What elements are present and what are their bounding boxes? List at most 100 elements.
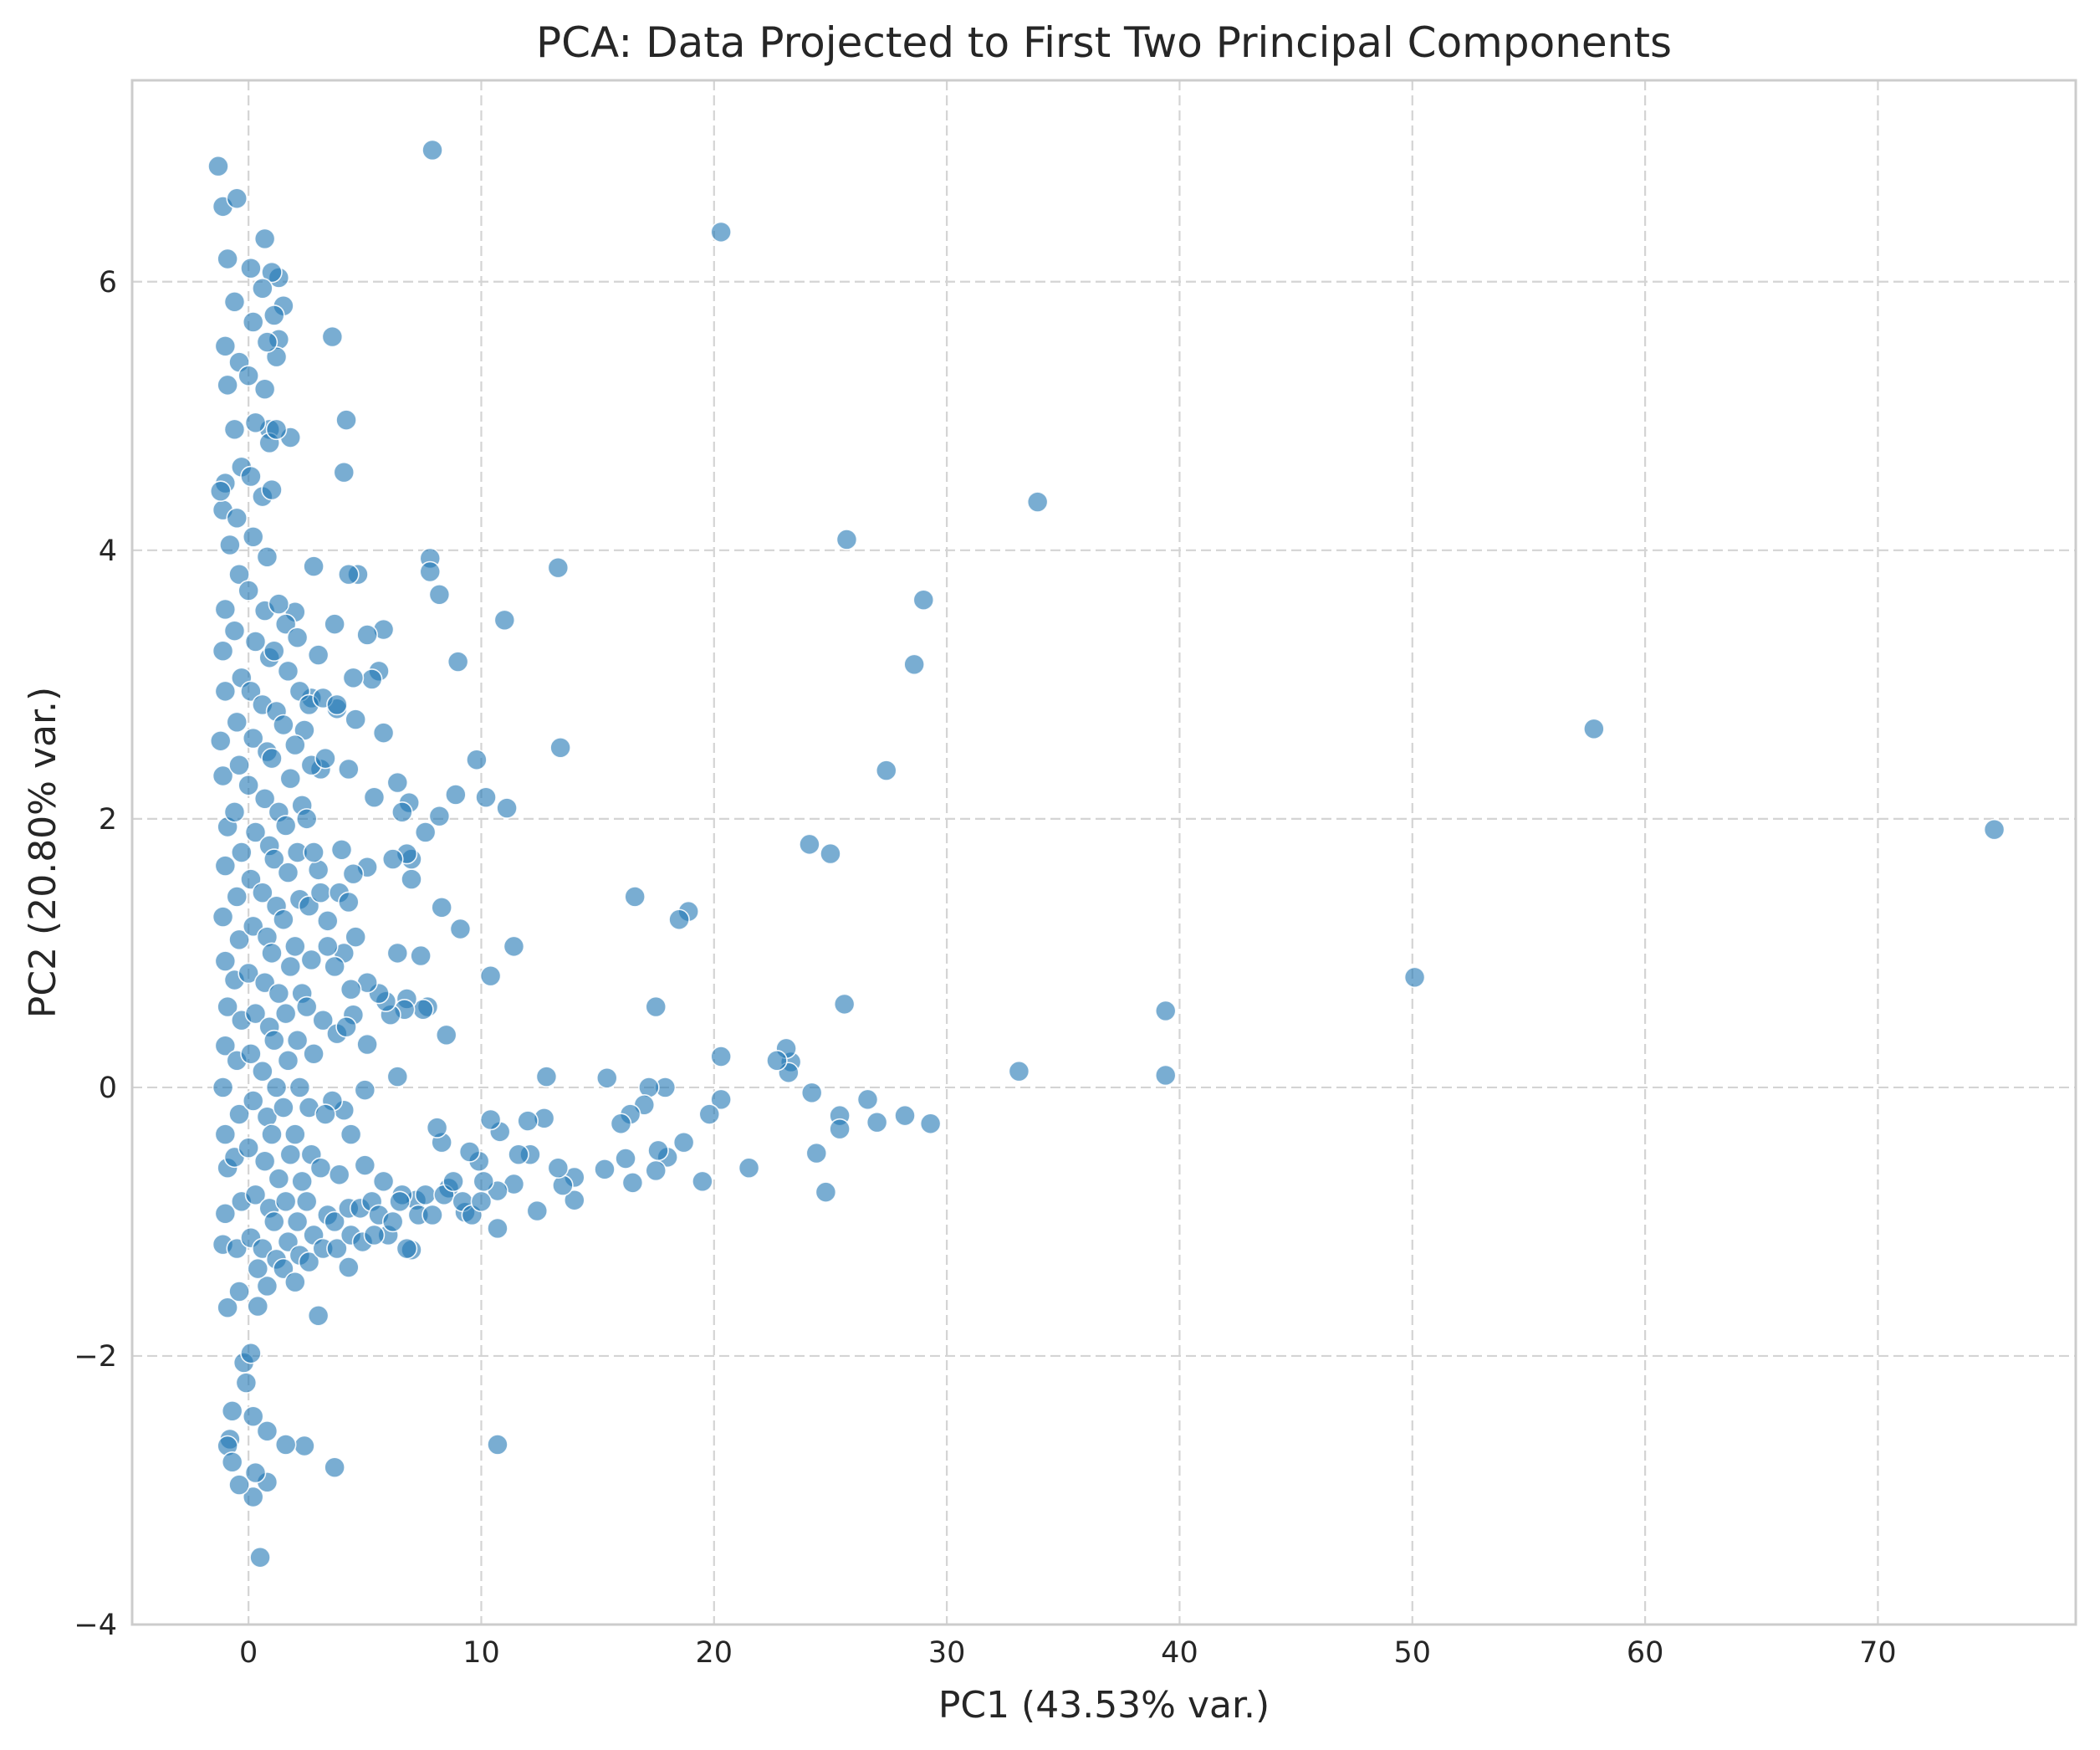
- grid-lines: [132, 80, 2076, 1626]
- data-point: [503, 935, 525, 958]
- plot-frame: [130, 79, 2077, 1626]
- data-point: [238, 1137, 259, 1159]
- data-point: [226, 711, 248, 734]
- data-point: [526, 1200, 549, 1222]
- data-point: [295, 808, 318, 830]
- data-point: [386, 1066, 409, 1087]
- data-point: [391, 801, 413, 823]
- data-point: [866, 1111, 888, 1133]
- data-point: [496, 797, 518, 819]
- data-point: [903, 653, 925, 676]
- data-point: [340, 978, 362, 1000]
- data-point: [214, 1035, 237, 1057]
- data-point: [244, 631, 267, 652]
- data-point: [214, 855, 237, 877]
- data-point: [274, 1434, 297, 1456]
- data-point: [316, 935, 339, 958]
- data-point: [856, 1088, 879, 1111]
- data-point: [223, 620, 246, 642]
- data-point: [389, 1190, 411, 1213]
- data-point: [710, 221, 732, 243]
- data-point: [919, 1113, 942, 1135]
- data-point: [252, 278, 273, 299]
- data-point: [256, 1275, 278, 1297]
- data-point: [231, 842, 253, 863]
- data-point: [422, 1204, 443, 1226]
- data-point: [226, 507, 248, 530]
- data-point: [253, 228, 276, 250]
- data-point: [279, 955, 302, 978]
- data-point: [303, 1042, 324, 1065]
- data-point: [235, 1372, 258, 1394]
- data-point: [372, 722, 395, 744]
- data-point: [356, 624, 378, 646]
- data-point: [228, 1474, 250, 1496]
- data-point: [252, 1060, 273, 1082]
- data-point: [381, 848, 404, 870]
- data-point: [242, 525, 264, 548]
- data-point: [314, 747, 336, 770]
- data-point: [805, 1142, 828, 1164]
- data-point: [214, 1203, 237, 1225]
- data-point: [228, 563, 250, 586]
- data-point: [244, 1461, 267, 1484]
- data-point: [226, 886, 248, 908]
- data-point: [256, 1420, 278, 1442]
- data-point: [217, 374, 238, 397]
- chart-title: PCA: Data Projected to First Two Princip…: [536, 18, 1672, 67]
- data-point: [265, 418, 288, 441]
- data-point: [286, 1029, 309, 1052]
- data-point: [912, 589, 935, 611]
- x-tick-label: 20: [696, 1636, 733, 1670]
- x-tick-label: 10: [462, 1636, 500, 1670]
- data-point: [212, 765, 234, 787]
- data-point: [298, 1251, 320, 1273]
- data-point: [338, 758, 360, 780]
- data-point: [252, 882, 273, 903]
- data-point: [800, 1082, 823, 1104]
- data-point: [466, 749, 488, 771]
- data-point: [447, 651, 469, 673]
- data-point: [253, 378, 276, 401]
- data-point: [815, 1181, 837, 1203]
- data-point: [342, 862, 365, 885]
- data-point: [419, 560, 442, 583]
- data-point: [698, 1103, 721, 1125]
- x-tick-label: 30: [928, 1636, 966, 1670]
- data-point: [324, 955, 345, 978]
- data-point: [279, 767, 302, 790]
- y-axis-label: PC2 (20.80% var.): [22, 687, 64, 1018]
- data-point: [303, 842, 324, 863]
- data-point: [473, 1170, 495, 1193]
- data-point: [253, 1150, 276, 1172]
- data-point: [314, 1103, 336, 1125]
- data-point: [668, 908, 690, 931]
- data-point: [307, 1305, 330, 1327]
- data-point: [238, 774, 259, 796]
- data-point: [449, 918, 472, 940]
- data-point: [223, 801, 246, 823]
- data-point: [286, 627, 309, 648]
- data-point: [1154, 1000, 1177, 1022]
- data-point: [363, 1224, 386, 1246]
- data-point: [309, 1157, 332, 1179]
- data-point: [547, 556, 570, 579]
- data-point: [294, 1435, 315, 1457]
- data-point: [338, 891, 360, 913]
- data-point: [324, 613, 345, 635]
- data-point: [345, 709, 366, 730]
- data-point: [244, 821, 267, 843]
- data-point: [624, 886, 646, 908]
- data-point: [354, 1154, 376, 1176]
- data-point: [242, 727, 264, 750]
- data-point: [595, 1067, 618, 1089]
- data-point: [647, 1139, 669, 1162]
- data-point: [508, 1144, 529, 1165]
- data-point: [207, 155, 229, 177]
- data-point: [1403, 966, 1426, 989]
- data-point: [335, 1016, 357, 1038]
- data-point: [1154, 1064, 1177, 1087]
- data-point: [645, 995, 667, 1018]
- data-point: [240, 1042, 262, 1065]
- data-point: [381, 1210, 404, 1233]
